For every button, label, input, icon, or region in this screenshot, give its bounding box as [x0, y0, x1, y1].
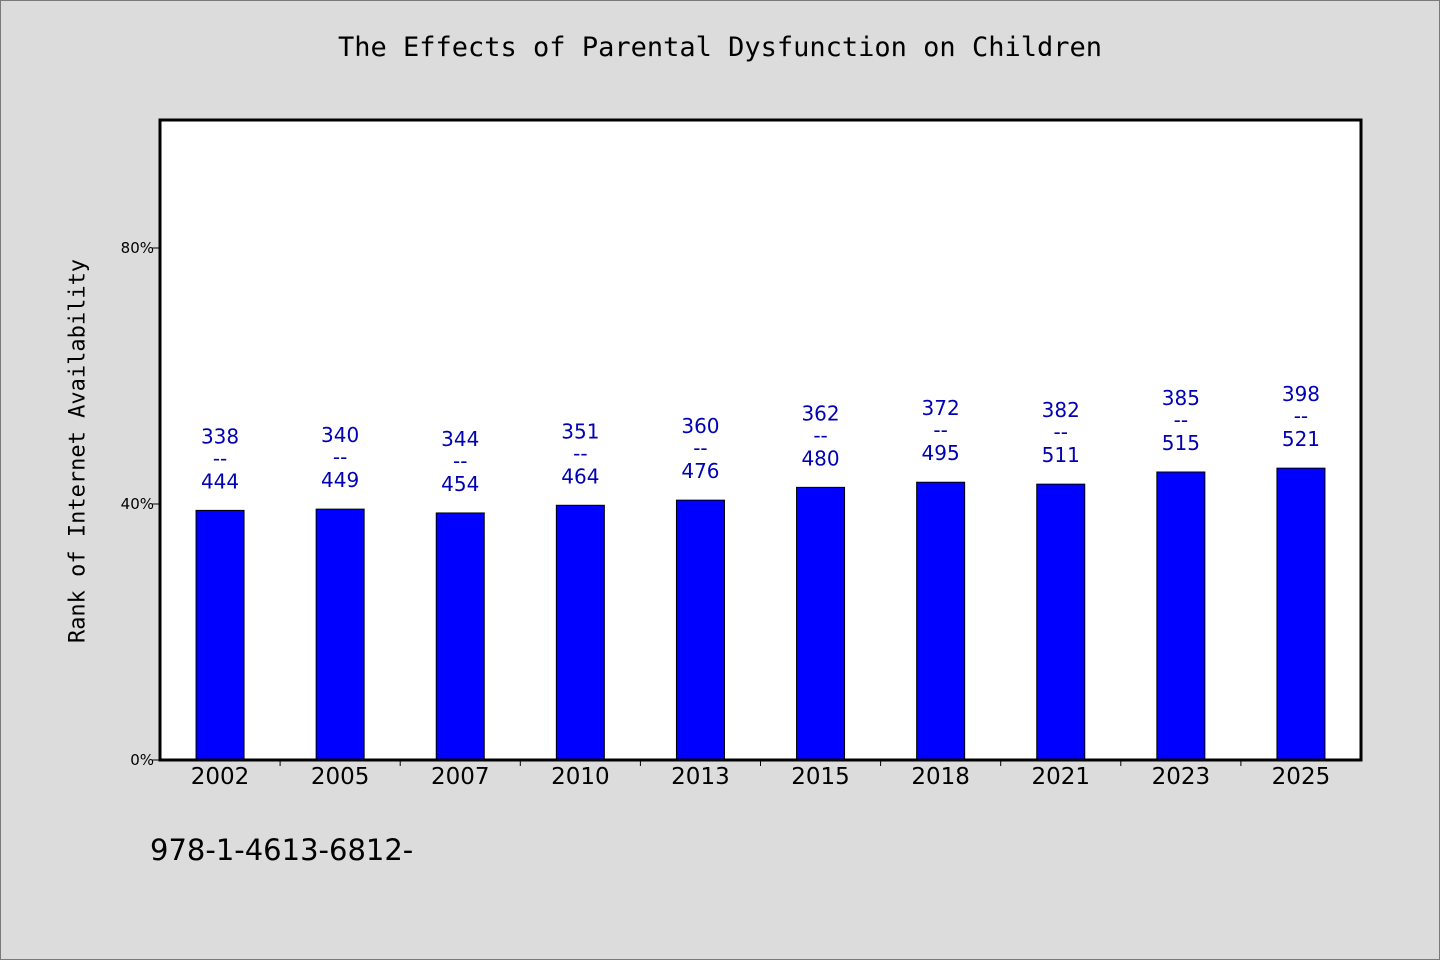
data-label-bottom: 511	[1042, 443, 1080, 467]
chart-title: The Effects of Parental Dysfunction on C…	[337, 32, 1102, 63]
plot-border	[158, 118, 1363, 762]
y-tick-label: 0%	[130, 751, 154, 769]
data-label-top: 338	[201, 424, 239, 448]
data-label-bottom: 454	[441, 472, 479, 496]
bar	[435, 512, 485, 761]
data-label-separator: --	[693, 436, 707, 460]
data-label-top: 398	[1282, 382, 1320, 406]
bar	[675, 499, 725, 761]
data-label-bottom: 444	[201, 469, 239, 493]
data-label-separator: --	[1054, 420, 1068, 444]
data-label-bottom: 480	[801, 446, 839, 470]
data-label-separator: --	[333, 445, 347, 469]
bar	[555, 504, 605, 761]
x-tick-label: 2015	[791, 764, 850, 790]
data-label-top: 340	[321, 423, 359, 447]
data-label-separator: --	[1294, 404, 1308, 428]
data-label-separator: --	[1174, 408, 1188, 432]
data-label-top: 382	[1042, 398, 1080, 422]
x-tick-label: 2018	[911, 764, 970, 790]
data-label-bottom: 495	[922, 441, 960, 465]
data-label-separator: --	[933, 418, 947, 442]
data-label-bottom: 449	[321, 468, 359, 492]
bar	[315, 508, 365, 761]
data-label-separator: --	[453, 449, 467, 473]
bar	[916, 481, 966, 761]
data-label-top: 372	[922, 396, 960, 420]
data-label-separator: --	[813, 423, 827, 447]
x-tick-label: 2023	[1152, 764, 1211, 790]
x-tick-label: 2007	[431, 764, 490, 790]
bar	[1156, 471, 1206, 761]
data-label-top: 360	[681, 414, 719, 438]
data-label-bottom: 521	[1282, 427, 1320, 451]
data-label-top: 351	[561, 419, 599, 443]
x-tick-label: 2025	[1272, 764, 1331, 790]
footer-text: 978-1-4613-6812-	[150, 833, 414, 867]
x-tick-label: 2021	[1031, 764, 1090, 790]
data-label-bottom: 464	[561, 464, 599, 488]
bar	[1036, 483, 1086, 761]
data-label-bottom: 515	[1162, 431, 1200, 455]
x-tick-label: 2002	[191, 764, 250, 790]
x-tick-label: 2005	[311, 764, 370, 790]
data-label-top: 385	[1162, 386, 1200, 410]
bar	[1276, 467, 1326, 761]
y-tick-label: 80%	[121, 239, 154, 257]
x-tick-label: 2013	[671, 764, 730, 790]
data-label-top: 362	[801, 401, 839, 425]
data-label-top: 344	[441, 427, 479, 451]
bar	[796, 486, 846, 761]
data-label-separator: --	[213, 446, 227, 470]
data-label-bottom: 476	[681, 459, 719, 483]
y-tick-label: 40%	[121, 495, 154, 513]
bar	[195, 509, 245, 761]
x-tick-label: 2010	[551, 764, 610, 790]
data-label-separator: --	[573, 441, 587, 465]
